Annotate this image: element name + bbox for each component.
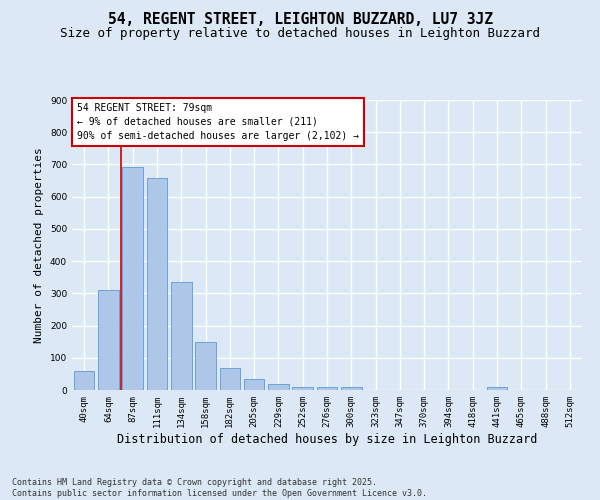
Bar [98, 290, 119, 390]
Bar [268, 384, 289, 390]
Bar [171, 282, 191, 390]
Bar [244, 378, 265, 390]
Bar [317, 387, 337, 390]
Text: 54, REGENT STREET, LEIGHTON BUZZARD, LU7 3JZ: 54, REGENT STREET, LEIGHTON BUZZARD, LU7… [107, 12, 493, 28]
Text: 54 REGENT STREET: 79sqm
← 9% of detached houses are smaller (211)
90% of semi-de: 54 REGENT STREET: 79sqm ← 9% of detached… [77, 103, 359, 141]
Bar [487, 387, 508, 390]
Bar [146, 178, 167, 390]
X-axis label: Distribution of detached houses by size in Leighton Buzzard: Distribution of detached houses by size … [117, 432, 537, 446]
Bar [341, 388, 362, 390]
Bar [292, 387, 313, 390]
Text: Contains HM Land Registry data © Crown copyright and database right 2025.
Contai: Contains HM Land Registry data © Crown c… [12, 478, 427, 498]
Bar [74, 370, 94, 390]
Text: Size of property relative to detached houses in Leighton Buzzard: Size of property relative to detached ho… [60, 28, 540, 40]
Bar [220, 368, 240, 390]
Bar [195, 342, 216, 390]
Bar [122, 166, 143, 390]
Y-axis label: Number of detached properties: Number of detached properties [34, 147, 44, 343]
